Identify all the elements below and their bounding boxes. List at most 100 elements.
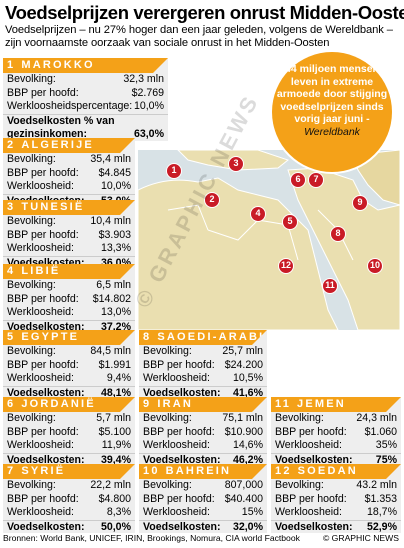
stat-row: Bevolking: 22,2 mln [3,479,135,493]
stat-value: 10,0% [133,100,164,113]
country-card-iran: 9 IRAN Bevolking: 75,1 mln BBP per hoofd: $10… [139,397,267,467]
stat-label: BBP per hoofd: [7,86,79,99]
country-card-header: 10 BAHREIN [139,464,267,479]
country-card-marokko: 1 MAROKKO Bevolking: 32,3 mln BBP per hoofd:… [3,58,168,141]
country-card-header: 1 MAROKKO [3,58,168,73]
stat-row: Voedselkosten: 48,1% [3,385,135,400]
country-card-header: 3 TUNESIË [3,200,135,215]
map-marker-7: 7 [308,172,324,188]
stat-label: Werkloosheid: [7,439,74,452]
stat-label: Voedselkosten: [7,453,85,466]
country-number: 7 [7,465,16,477]
map-marker-12: 12 [278,258,294,274]
stat-row: Werkloosheid: 11,9% [3,439,135,453]
country-name: EGYPTE [21,331,80,343]
stat-value: $24.200 [224,358,263,371]
footer-sources: Bronnen: World Bank, UNICEF, IRIN, Brook… [3,533,300,543]
stat-row: Voedselkosten: 41,6% [139,385,267,400]
stat-label: Bevolking: [7,412,56,424]
stat-row: Werkloosheid: 35% [271,439,401,453]
stat-label: Bevolking: [7,279,56,291]
stat-row: BBP per hoofd: $14.802 [3,293,135,307]
stat-label: Bevolking: [7,153,56,165]
country-card-header: 9 IRAN [139,397,267,412]
stat-row: Voedselkosten: 50,0% [3,519,135,534]
stat-label: BBP per hoofd: [275,425,347,438]
stat-label: Bevolking: [7,479,56,491]
stat-value: 13,0% [100,306,131,319]
stat-row: BBP per hoofd: $10.900 [139,426,267,440]
country-number: 1 [7,59,16,71]
stat-label: Bevolking: [7,73,56,85]
stat-row: Werkloosheidspercentage: 10,0% [3,100,168,114]
country-card-syrië: 7 SYRIË Bevolking: 22,2 mln BBP per hoofd: $4… [3,464,135,534]
stat-value: 48,1% [100,386,131,399]
stat-row: Bevolking: 35,4 mln [3,153,135,167]
stat-label: Bevolking: [7,215,56,227]
stat-value: 75,1 mln [222,412,263,424]
stat-label: Voedselkosten: [7,320,85,333]
country-number: 5 [7,331,16,343]
country-name: SAOEDI-ARABIË [157,331,267,343]
stat-row: Bevolking: 32,3 mln [3,73,168,87]
country-number: 2 [7,139,16,151]
country-name: JEMEN [297,398,346,410]
country-number: 12 [275,465,292,477]
country-card-libië: 4 LIBIË Bevolking: 6,5 mln BBP per hoofd: $14… [3,264,135,334]
country-name: MAROKKO [21,59,95,71]
country-name: SOEDAN [297,465,358,477]
stat-value: 13,3% [100,242,131,255]
stat-row: Voedselkosten: 75% [271,452,401,467]
stat-row: Voedselkosten: 32,0% [139,519,267,534]
footer: Bronnen: World Bank, UNICEF, IRIN, Brook… [3,533,401,543]
stat-label: Werkloosheid: [275,506,342,519]
stat-label: BBP per hoofd: [7,492,79,505]
country-card-egypte: 5 EGYPTE Bevolking: 84,5 mln BBP per hoofd: $… [3,330,135,400]
stat-value: $3.903 [98,228,131,241]
country-card-jordanië: 6 JORDANIË Bevolking: 5,7 mln BBP per hoofd:… [3,397,135,467]
country-number: 3 [7,201,16,213]
country-card-header: 6 JORDANIË [3,397,135,412]
stat-row: Bevolking: 10,4 mln [3,215,135,229]
poverty-callout: 44 miljoen mensen leven in extreme armoe… [272,52,392,172]
stat-label: Werkloosheid: [7,180,74,193]
stat-row: BBP per hoofd: $1.060 [271,426,401,440]
map-marker-6: 6 [290,172,306,188]
landmass-iran [352,150,400,206]
stat-row: BBP per hoofd: $4.800 [3,493,135,507]
stat-value: 50,0% [100,520,131,533]
stat-row: Werkloosheid: 15% [139,506,267,520]
region-map [138,150,400,330]
stat-value: $2.769 [131,86,164,99]
stat-label: Werkloosheid: [7,306,74,319]
country-card-header: 8 SAOEDI-ARABIË [139,330,267,345]
country-name: IRAN [157,398,194,410]
stat-label: BBP per hoofd: [7,228,79,241]
callout-source: Wereldbank [304,125,360,138]
stat-value: 39,4% [100,453,131,466]
country-name: SYRIË [21,465,66,477]
stat-value: $1.353 [364,492,397,505]
stat-label: Bevolking: [143,345,192,357]
stat-label: Voedselkosten: [143,453,221,466]
stat-value: 15% [241,506,263,519]
stat-label: BBP per hoofd: [7,358,79,371]
stat-label: Werkloosheid: [143,506,210,519]
stat-value: $4.845 [98,166,131,179]
map-marker-1: 1 [166,163,182,179]
stat-value: 9,4% [106,372,131,385]
stat-row: BBP per hoofd: $5.100 [3,426,135,440]
stat-row: Bevolking: 5,7 mln [3,412,135,426]
stat-row: Bevolking: 6,5 mln [3,279,135,293]
stat-value: 10,4 mln [90,215,131,227]
stat-row: Bevolking: 43.2 mln [271,479,401,493]
stat-row: Werkloosheid: 13,3% [3,242,135,256]
country-card-algerije: 2 ALGERIJE Bevolking: 35,4 mln BBP per hoofd… [3,138,135,208]
stat-label: Werkloosheid: [7,372,74,385]
stat-value: 24,3 mln [356,412,397,424]
stat-value: $1.991 [98,358,131,371]
stat-value: $40.400 [224,492,263,505]
stat-value: 63,0% [133,127,164,140]
stat-row: Werkloosheid: 9,4% [3,372,135,386]
page-subtitle: Voedselprijzen – nu 27% hoger dan een ja… [5,24,393,49]
